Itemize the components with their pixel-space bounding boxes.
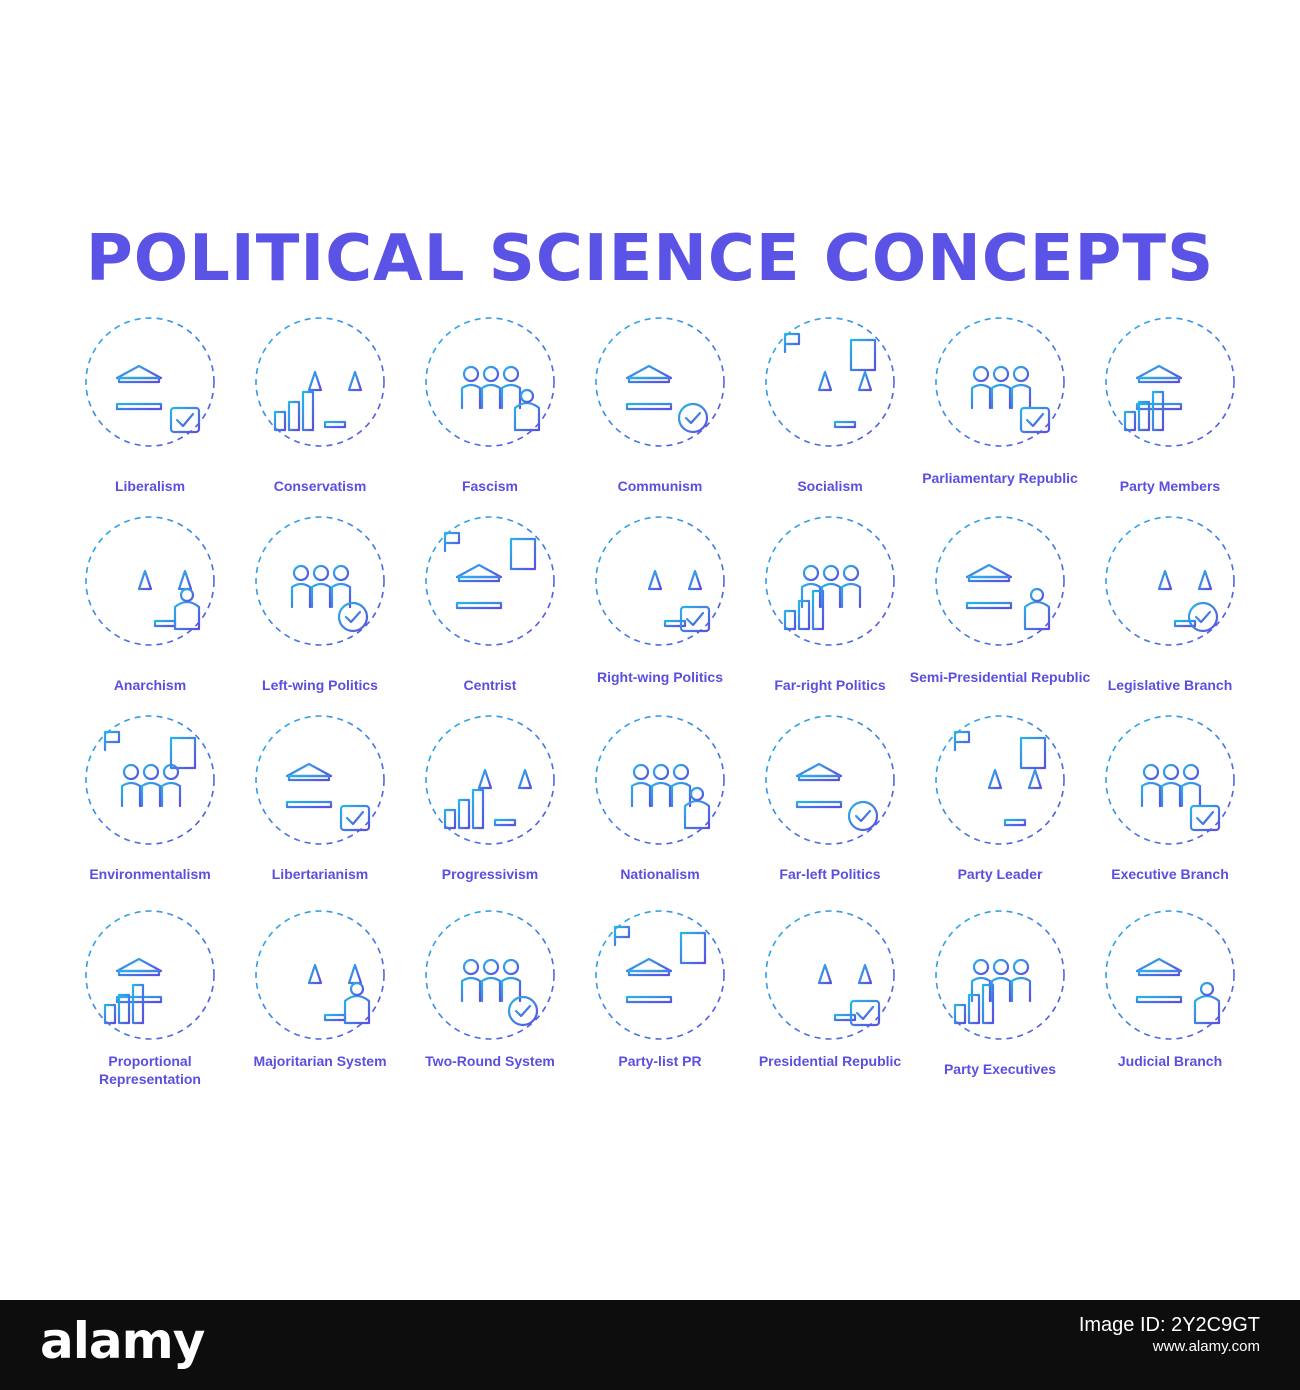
left-wing-politics-icon [255,516,385,646]
concept-label: Judicial Branch [1117,1053,1223,1069]
judicial-branch-icon [1105,910,1235,1040]
far-right-politics-icon [765,516,895,646]
concept-tile: Executive Branch [1085,710,1255,910]
concept-label: Proportional Representation [99,1053,201,1087]
concept-label: Anarchism [113,677,187,693]
concept-tile: Presidential Republic [745,905,915,1105]
parliamentary-republic-icon [935,317,1065,447]
party-leader-icon [935,715,1065,845]
presidential-republic-icon [765,910,895,1040]
concept-label: Progressivism [441,866,539,882]
concept-tile: Liberalism [65,312,235,512]
concept-label: Nationalism [620,866,700,882]
concept-tile: Anarchism [65,511,235,711]
concept-label: Socialism [797,478,863,494]
concept-label: Conservatism [273,478,367,494]
party-list-pr-icon [595,910,725,1040]
party-members-icon [1105,317,1235,447]
proportional-representation-icon [85,910,215,1040]
far-left-politics-icon [765,715,895,845]
anarchism-icon [85,516,215,646]
concept-label: Party-list PR [618,1053,702,1069]
concept-label: Libertarianism [271,866,369,882]
concept-label: Right-wing Politics [597,669,723,685]
footer-meta: Image ID: 2Y2C9GT www.alamy.com [1079,1314,1260,1358]
concept-label: Fascism [461,478,519,494]
concept-tile: Semi-Presidential Republic [910,511,1090,711]
concept-tile: Progressivism [405,710,575,910]
concept-tile: Conservatism [235,312,405,512]
concept-tile: Party Members [1085,312,1255,512]
concept-label: Communism [617,478,703,494]
footer-bar: alamy Image ID: 2Y2C9GT www.alamy.com [0,1300,1300,1390]
concept-tile: Proportional Representation [65,905,235,1105]
concept-label: Parliamentary Republic [922,470,1078,486]
concept-label: Left-wing Politics [262,677,378,693]
communism-icon [595,317,725,447]
icon-grid: Liberalism Conservatism Fascism Communism So… [65,312,1255,1105]
image-id: Image ID: 2Y2C9GT [1078,1314,1260,1336]
concept-tile: Party Executives [915,905,1085,1105]
concept-label: Far-right Politics [774,677,886,693]
conservatism-icon [255,317,385,447]
concept-tile: Two-Round System [405,905,575,1105]
concept-tile: Far-left Politics [745,710,915,910]
concept-tile: Libertarianism [235,710,405,910]
concept-label: Party Executives [943,1061,1057,1077]
concept-tile: Right-wing Politics [575,511,745,711]
concept-label: Two-Round System [425,1053,555,1069]
concept-tile: Party-list PR [575,905,745,1105]
concept-label: Environmentalism [89,866,211,882]
concept-label: Majoritarian System [253,1053,387,1069]
concept-label: Presidential Republic [758,1053,902,1069]
page-title: POLITICAL SCIENCE CONCEPTS [85,222,1215,296]
socialism-icon [765,317,895,447]
concept-label: Party Members [1119,478,1221,494]
concept-tile: Communism [575,312,745,512]
legislative-branch-icon [1105,516,1235,646]
concept-tile: Legislative Branch [1085,511,1255,711]
concept-tile: Fascism [405,312,575,512]
concept-label: Far-left Politics [779,866,881,882]
progressivism-icon [425,715,555,845]
libertarianism-icon [255,715,385,845]
fascism-icon [425,317,555,447]
concept-label: Party Leader [957,866,1043,882]
concept-label: Legislative Branch [1107,677,1233,693]
brand-logo: alamy [40,1312,205,1370]
site-url: www.alamy.com [1152,1338,1260,1355]
concept-tile: Parliamentary Republic [915,312,1085,512]
nationalism-icon [595,715,725,845]
concept-tile: Nationalism [575,710,745,910]
semi-presidential-republic-icon [935,516,1065,646]
concept-tile: Left-wing Politics [235,511,405,711]
concept-tile: Centrist [405,511,575,711]
environmentalism-icon [85,715,215,845]
concept-tile: Judicial Branch [1085,905,1255,1105]
right-wing-politics-icon [595,516,725,646]
concept-label: Centrist [463,677,517,693]
majoritarian-system-icon [255,910,385,1040]
concept-tile: Socialism [745,312,915,512]
concept-label: Liberalism [114,478,186,494]
liberalism-icon [85,317,215,447]
concept-tile: Party Leader [915,710,1085,910]
concept-label: Semi-Presidential Republic [909,669,1091,685]
concept-tile: Majoritarian System [235,905,405,1105]
concept-label: Executive Branch [1111,866,1229,882]
concept-tile: Environmentalism [65,710,235,910]
two-round-system-icon [425,910,555,1040]
centrist-icon [425,516,555,646]
executive-branch-icon [1105,715,1235,845]
party-executives-icon [935,910,1065,1040]
concept-tile: Far-right Politics [745,511,915,711]
